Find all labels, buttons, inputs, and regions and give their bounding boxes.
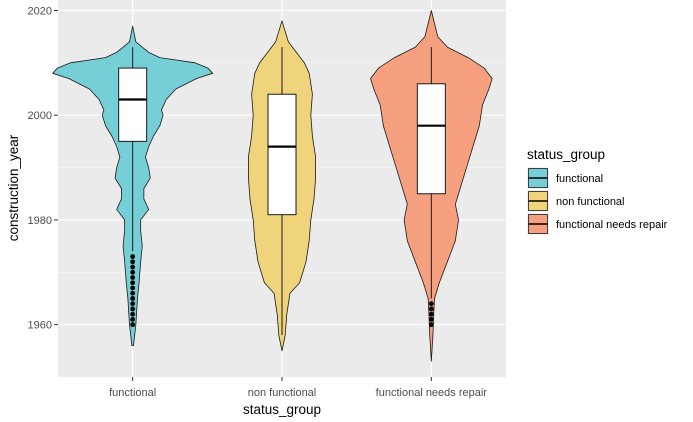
box-functional: [118, 67, 148, 142]
legend: status_group functional non functional fun…: [527, 147, 668, 235]
legend-title: status_group: [527, 147, 605, 162]
outlier-point: [130, 290, 136, 296]
outlier-point: [428, 322, 434, 328]
outlier-point: [130, 306, 136, 312]
box-non-functional: [267, 93, 297, 216]
x-tick-label: non functional: [248, 387, 317, 399]
outlier-point: [130, 275, 136, 280]
y-axis-title: construction_year: [6, 134, 21, 241]
outlier-point: [130, 317, 136, 322]
outlier-point: [130, 264, 136, 270]
y-tick-label: 2000: [28, 110, 52, 122]
outlier-point: [130, 280, 136, 286]
outlier-point: [428, 301, 434, 307]
outlier-point: [130, 269, 136, 275]
legend-label-functional: functional: [556, 173, 603, 185]
outlier-point: [130, 259, 136, 265]
outlier-point: [130, 285, 136, 291]
y-tick-label: 2020: [28, 5, 52, 17]
y-axis: 1960 1980 2000 2020: [28, 5, 58, 332]
outlier-point: [428, 311, 434, 317]
x-axis: functional non functional functional needs…: [109, 377, 487, 399]
outlier-point: [130, 254, 136, 259]
x-tick-label: functional: [109, 387, 156, 399]
outlier-point: [130, 311, 136, 317]
outlier-point: [130, 301, 136, 307]
y-tick-label: 1960: [28, 320, 52, 332]
outlier-point: [428, 317, 434, 322]
box-functional-needs-repair: [416, 83, 446, 195]
legend-label-functional-needs-repair: functional needs repair: [556, 219, 668, 231]
x-axis-title: status_group: [243, 402, 321, 417]
outlier-point: [428, 306, 434, 312]
y-tick-label: 1980: [28, 215, 52, 227]
outlier-point: [130, 296, 136, 301]
outlier-point: [130, 322, 136, 328]
legend-label-non-functional: non functional: [556, 196, 625, 208]
boxplots: [118, 47, 446, 336]
x-tick-label: functional needs repair: [376, 387, 488, 399]
